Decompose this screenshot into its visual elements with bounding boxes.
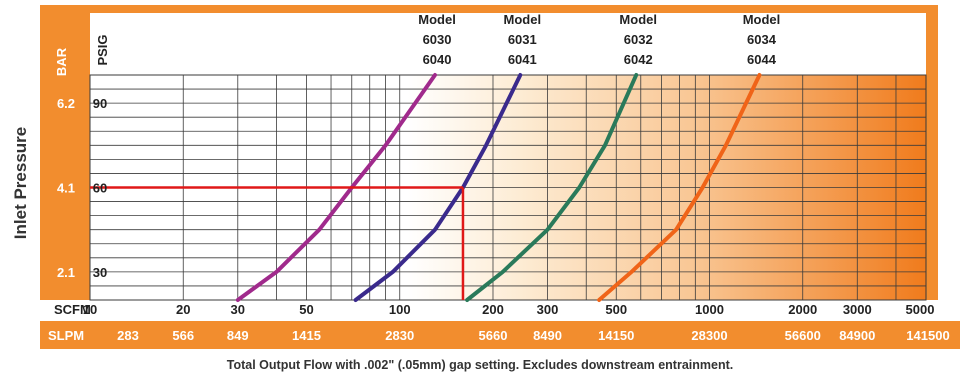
model-label: Model xyxy=(504,12,542,27)
slpm-unit-label: SLPM xyxy=(48,328,84,343)
model-label: 6030 xyxy=(423,32,452,47)
x-tick-label-scfm: 300 xyxy=(537,302,559,317)
bar-unit-label: BAR xyxy=(54,47,69,76)
x-tick-label-slpm: 1415 xyxy=(292,328,321,343)
model-label: 6042 xyxy=(624,52,653,67)
series-line xyxy=(597,73,762,302)
x-tick-label-scfm: 20 xyxy=(176,302,190,317)
y-tick-label-bar: 4.1 xyxy=(57,181,75,196)
model-label: 6040 xyxy=(423,52,452,67)
y-axis-title: Inlet Pressure xyxy=(11,127,30,239)
x-tick-label-slpm: 566 xyxy=(172,328,194,343)
series-line xyxy=(353,73,523,302)
series-line xyxy=(235,73,437,302)
y-tick-label-psig: 60 xyxy=(93,181,107,196)
crosshair-annotation xyxy=(90,186,465,300)
x-tick-label-slpm: 28300 xyxy=(691,328,727,343)
x-tick-label-scfm: 100 xyxy=(389,302,411,317)
x-tick-label-slpm: 141500 xyxy=(906,328,949,343)
y-tick-label-psig: 90 xyxy=(93,96,107,111)
model-label: 6034 xyxy=(747,32,777,47)
x-tick-label-slpm: 2830 xyxy=(385,328,414,343)
scfm-unit-label: SCFM xyxy=(54,302,91,317)
model-label: Model xyxy=(743,12,781,27)
series-line xyxy=(465,73,639,302)
x-tick-label-scfm: 50 xyxy=(299,302,313,317)
x-tick-label-scfm: 1000 xyxy=(695,302,724,317)
x-tick-label-scfm: 500 xyxy=(605,302,627,317)
y-tick-label-bar: 2.1 xyxy=(57,265,75,280)
series-lines xyxy=(235,73,762,302)
model-label: 6041 xyxy=(508,52,537,67)
x-tick-label-scfm: 30 xyxy=(231,302,245,317)
x-tick-label-scfm: 3000 xyxy=(843,302,872,317)
model-labels: Model 6030 6040 Model 6031 6041 Model 6032 6042 M… xyxy=(418,12,780,67)
x-tick-label-slpm: 283 xyxy=(117,328,139,343)
x-tick-label-slpm: 56600 xyxy=(785,328,821,343)
model-label: 6031 xyxy=(508,32,537,47)
x-tick-label-slpm: 5660 xyxy=(479,328,508,343)
x-tick-label-scfm: 10 xyxy=(83,302,97,317)
x-tick-label-slpm: 849 xyxy=(227,328,249,343)
x-tick-label-scfm: 2000 xyxy=(788,302,817,317)
x-tick-label-slpm: 14150 xyxy=(598,328,634,343)
x-tick-label-scfm: 200 xyxy=(482,302,504,317)
y-tick-label-bar: 6.2 xyxy=(57,96,75,111)
model-label: Model xyxy=(418,12,456,27)
x-tick-label-slpm: 84900 xyxy=(839,328,875,343)
x-tick-label-scfm: 5000 xyxy=(906,302,935,317)
chart-caption: Total Output Flow with .002" (.05mm) gap… xyxy=(226,358,734,372)
x-tick-label-slpm: 8490 xyxy=(533,328,562,343)
psig-unit-label: PSIG xyxy=(95,34,110,65)
y-tick-label-psig: 30 xyxy=(93,265,107,280)
model-label: 6032 xyxy=(624,32,653,47)
unit-band-top xyxy=(40,5,938,13)
model-label: 6044 xyxy=(747,52,777,67)
unit-band-right xyxy=(926,5,938,300)
model-label: Model xyxy=(619,12,657,27)
slpm-band xyxy=(40,321,960,349)
unit-band-left xyxy=(40,5,90,300)
tick-labels: 10 283 20 566 30 849 50 1415 100 2830 200 5660 300 84… xyxy=(57,96,950,343)
